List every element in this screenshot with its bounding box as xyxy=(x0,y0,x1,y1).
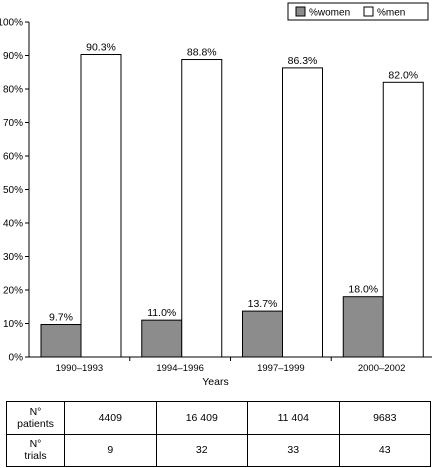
data-label: 86.3% xyxy=(288,55,318,67)
table-row-patients: N° patients 4409 16 409 11 404 9683 xyxy=(6,401,431,435)
bar-men xyxy=(282,67,323,358)
table-cell: 16 409 xyxy=(155,401,248,435)
row-header-line1: N° xyxy=(29,438,42,451)
y-tick-label: 0% xyxy=(9,353,24,364)
row-header-line2: trials xyxy=(24,450,47,463)
x-tick-label: 2000–2002 xyxy=(358,363,406,374)
data-label: 18.0% xyxy=(348,284,378,296)
row-header-trials: N° trials xyxy=(6,433,65,467)
x-axis-label: Years xyxy=(202,376,228,388)
row-header-line2: patients xyxy=(17,417,54,430)
table-cell: 9683 xyxy=(338,401,431,435)
legend-label: %men xyxy=(377,8,405,19)
bar-women xyxy=(342,296,384,358)
table-cell: 33 xyxy=(247,433,340,467)
table-cell: 11 404 xyxy=(247,401,340,435)
y-tick-label: 40% xyxy=(3,219,23,230)
legend-swatch xyxy=(363,6,374,17)
table-row-trials: N° trials 9 32 33 43 xyxy=(6,433,431,467)
chart-legend: %women %men xyxy=(287,2,429,21)
bar-women xyxy=(141,319,183,358)
chart-bars: 9.7% 90.3% 11.0% 88.8% 13.7% 86.3% 18.0% 82.0% xyxy=(40,41,424,358)
y-tick-label: 100% xyxy=(0,18,23,29)
y-tick-label: 80% xyxy=(3,85,23,96)
legend-box xyxy=(287,2,429,21)
data-label: 90.3% xyxy=(86,41,116,53)
data-label: 13.7% xyxy=(248,298,278,310)
trial-summary-table: N° patients 4409 16 409 11 404 9683 N° t… xyxy=(6,401,431,467)
y-tick-label: 60% xyxy=(3,152,23,163)
data-label: 88.8% xyxy=(187,47,217,59)
y-tick-label: 10% xyxy=(3,319,23,330)
y-tick-label: 30% xyxy=(3,252,23,263)
y-tick-label: 20% xyxy=(3,286,23,297)
row-header-patients: N° patients xyxy=(6,401,65,435)
x-tick-label: 1994–1996 xyxy=(156,363,204,374)
row-header-line1: N° xyxy=(29,405,42,418)
bar-men xyxy=(80,53,122,358)
table-cell: 9 xyxy=(64,433,157,467)
bar-men xyxy=(181,59,223,358)
bar-men xyxy=(382,81,424,358)
table-cell: 32 xyxy=(155,433,248,467)
table-cell: 43 xyxy=(338,433,431,467)
y-tick-label: 90% xyxy=(3,51,23,62)
data-label: 11.0% xyxy=(147,307,176,319)
legend-label: %women xyxy=(309,8,350,19)
table-cell: 4409 xyxy=(64,401,157,435)
bar-women xyxy=(242,310,283,358)
bar-chart: 0% 10% 20% 30% 40% 50% 60% 70% 80% 90% 100% 1990–19… xyxy=(0,2,432,388)
bar-women xyxy=(40,324,82,358)
data-label: 82.0% xyxy=(388,69,418,81)
y-tick-label: 50% xyxy=(3,185,23,196)
y-tick-label: 70% xyxy=(3,118,23,129)
legend-swatch xyxy=(295,6,306,17)
data-label: 9.7% xyxy=(49,312,73,324)
x-tick-label: 1990–1993 xyxy=(56,363,104,374)
x-tick-label: 1997–1999 xyxy=(257,363,305,374)
